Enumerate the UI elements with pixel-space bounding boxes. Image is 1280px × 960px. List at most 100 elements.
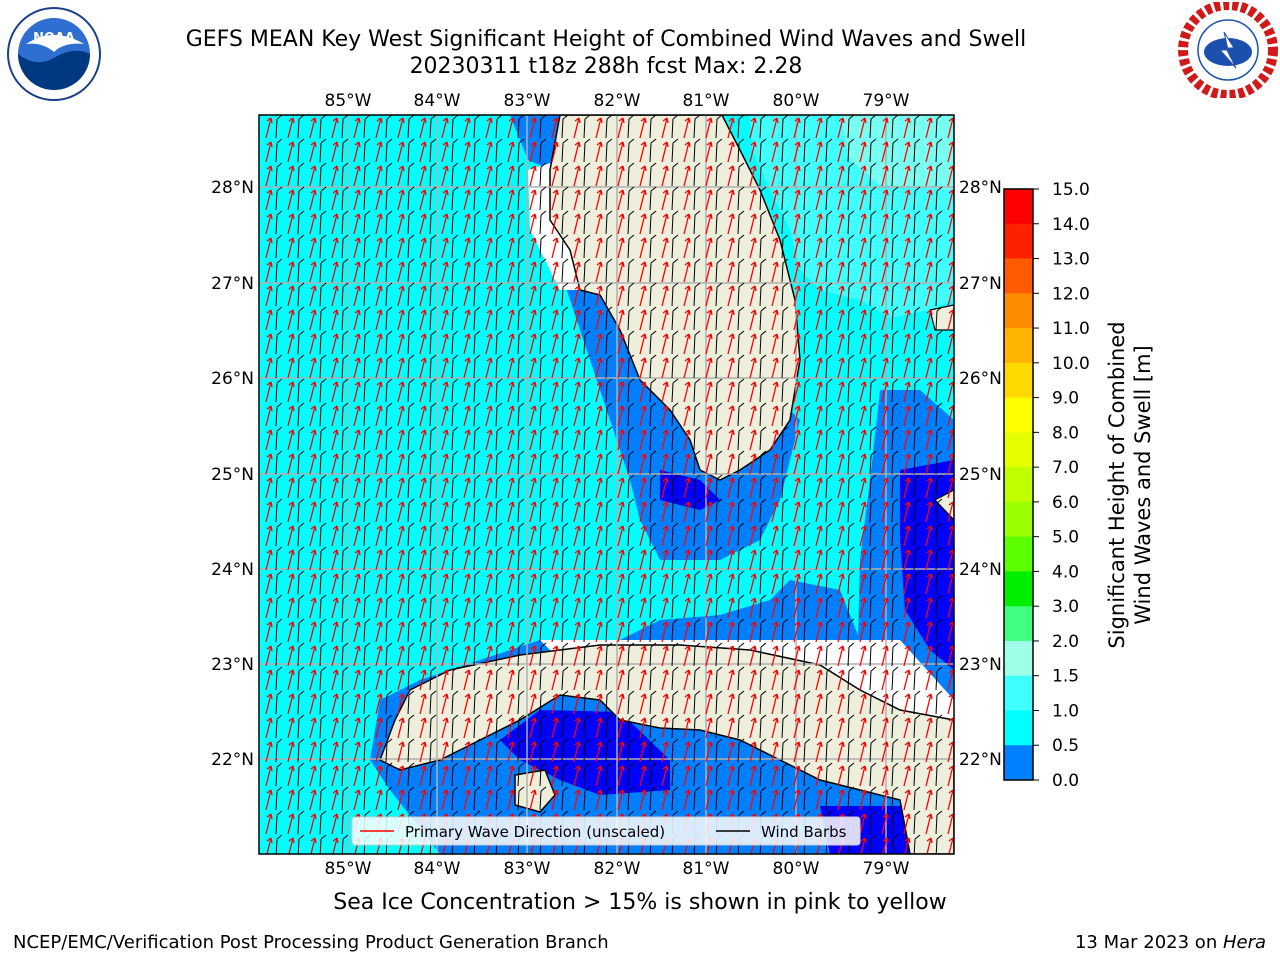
- vector-glyph: [551, 115, 569, 139]
- vector-glyph: [925, 234, 943, 259]
- vector-glyph: [375, 618, 393, 643]
- vector-glyph: [309, 282, 327, 307]
- vector-glyph: [353, 666, 371, 691]
- vector-glyph: [815, 210, 833, 235]
- vector-glyph: [265, 546, 283, 571]
- vector-glyph: [331, 378, 349, 403]
- vector-glyph: [595, 186, 613, 211]
- vector-glyph: [331, 186, 349, 211]
- vector-glyph: [441, 498, 459, 523]
- vector-glyph: [683, 762, 701, 787]
- vector-glyph: [529, 210, 547, 235]
- vector-glyph: [353, 282, 371, 307]
- vector-glyph: [749, 426, 767, 451]
- vector-glyph: [595, 162, 613, 187]
- vector-glyph: [353, 570, 371, 595]
- vector-glyph: [419, 330, 437, 355]
- vector-glyph: [837, 546, 855, 571]
- vector-glyph: [903, 666, 921, 691]
- vector-glyph: [837, 450, 855, 475]
- vector-glyph: [903, 810, 921, 835]
- vector-glyph: [331, 234, 349, 259]
- vector-glyph: [903, 738, 921, 763]
- vector-glyph: [485, 402, 503, 427]
- vector-glyph: [463, 762, 481, 787]
- colorbar-tick-label: 6.0: [1052, 493, 1079, 513]
- lon-label-bottom: 81°W: [683, 859, 730, 879]
- vector-glyph: [903, 282, 921, 307]
- vector-glyph: [507, 354, 525, 379]
- vector-glyph: [771, 330, 789, 355]
- vector-glyph: [771, 282, 789, 307]
- vector-glyph: [705, 426, 723, 451]
- vector-glyph: [310, 834, 327, 854]
- colorbar-segment: [1004, 432, 1033, 468]
- vector-glyph: [551, 162, 569, 187]
- vector-glyph: [749, 210, 767, 235]
- vector-glyph: [771, 786, 789, 811]
- vector-glyph: [529, 738, 547, 763]
- vector-glyph: [793, 402, 811, 427]
- vector-glyph: [683, 618, 701, 643]
- vector-glyph: [705, 186, 723, 211]
- lat-label-right: 28°N: [959, 178, 1002, 198]
- vector-glyph: [661, 474, 679, 499]
- vector-glyph: [661, 786, 679, 811]
- vector-glyph: [485, 498, 503, 523]
- vector-glyph: [331, 810, 349, 835]
- vector-glyph: [353, 402, 371, 427]
- vector-glyph: [771, 426, 789, 451]
- vector-glyph: [903, 258, 921, 283]
- vector-glyph: [353, 498, 371, 523]
- lat-label-left: 22°N: [211, 750, 254, 770]
- vector-glyph: [331, 498, 349, 523]
- vector-glyph: [683, 666, 701, 691]
- vector-glyph: [287, 474, 305, 499]
- lon-label-bottom: 79°W: [863, 859, 910, 879]
- vector-glyph: [903, 570, 921, 595]
- vector-glyph: [375, 666, 393, 691]
- vector-glyph: [419, 474, 437, 499]
- vector-glyph: [683, 330, 701, 355]
- vector-glyph: [441, 186, 459, 211]
- vector-glyph: [705, 378, 723, 403]
- vector-glyph: [859, 666, 877, 691]
- vector-glyph: [375, 690, 393, 715]
- vector-glyph: [529, 138, 547, 163]
- land-florida: [549, 115, 801, 481]
- vector-glyph: [903, 474, 921, 499]
- vector-glyph: [441, 450, 459, 475]
- vector-glyph: [661, 330, 679, 355]
- vector-glyph: [837, 378, 855, 403]
- vector-glyph: [353, 186, 371, 211]
- vector-glyph: [727, 450, 745, 475]
- vector-glyph: [529, 666, 547, 691]
- vector-glyph: [463, 234, 481, 259]
- vector-glyph: [925, 618, 943, 643]
- vector-glyph: [265, 378, 283, 403]
- vector-glyph: [595, 306, 613, 331]
- vector-glyph: [639, 426, 657, 451]
- vector-glyph: [771, 306, 789, 331]
- vector-glyph: [485, 138, 503, 163]
- vector-glyph: [485, 690, 503, 715]
- noaa-logo-text: NOAA: [33, 31, 75, 46]
- vector-glyph: [353, 474, 371, 499]
- vector-glyph: [265, 474, 283, 499]
- vector-glyph: [859, 618, 877, 643]
- vector-glyph: [441, 306, 459, 331]
- vector-glyph: [683, 378, 701, 403]
- vector-glyph: [661, 522, 679, 547]
- vector-glyph: [573, 498, 591, 523]
- vector-glyph: [595, 738, 613, 763]
- vector-glyph: [771, 234, 789, 259]
- vector-glyph: [507, 378, 525, 403]
- vector-glyph: [551, 378, 569, 403]
- vector-glyph: [617, 642, 635, 667]
- colorbar-tick-label: 4.0: [1052, 562, 1079, 582]
- vector-glyph: [419, 762, 437, 787]
- vector-glyph: [397, 642, 415, 667]
- footer-host: Hera: [1222, 932, 1266, 953]
- vector-glyph: [749, 666, 767, 691]
- vector-glyph: [529, 498, 547, 523]
